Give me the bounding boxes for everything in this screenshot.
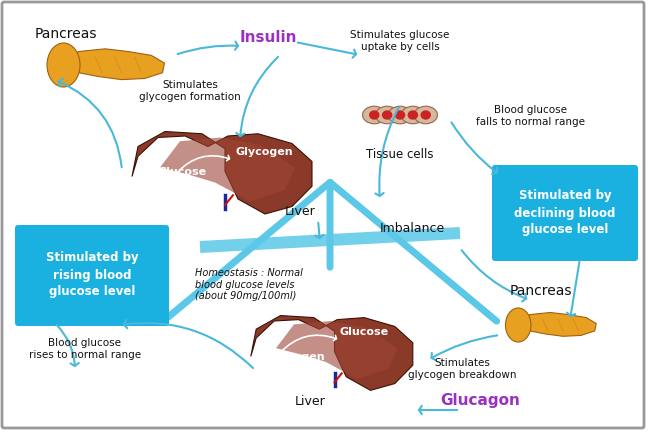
Text: Tissue cells: Tissue cells [366,148,434,161]
Text: Glycogen: Glycogen [235,147,293,157]
Text: Stimulated by
rising blood
glucose level: Stimulated by rising blood glucose level [46,251,138,299]
Ellipse shape [395,110,405,120]
Polygon shape [251,315,413,391]
Text: Glucose: Glucose [158,167,207,177]
Ellipse shape [505,308,531,342]
Ellipse shape [421,110,431,120]
Ellipse shape [363,106,386,124]
Text: Stimulated by
declining blood
glucose level: Stimulated by declining blood glucose le… [515,190,616,236]
Text: Homeostasis : Normal
blood glucose levels
(about 90mg/100ml): Homeostasis : Normal blood glucose level… [195,268,303,301]
Ellipse shape [369,110,380,120]
Text: Stimulates
glycogen breakdown: Stimulates glycogen breakdown [408,358,516,380]
Text: Glycogen: Glycogen [268,352,326,362]
Text: Glucagon: Glucagon [440,393,520,408]
Text: Insulin: Insulin [239,30,297,45]
Text: Pancreas: Pancreas [35,27,97,41]
Ellipse shape [408,110,418,120]
Ellipse shape [382,110,393,120]
Ellipse shape [401,106,424,124]
Polygon shape [65,49,165,79]
Polygon shape [132,131,312,214]
Ellipse shape [414,106,437,124]
FancyBboxPatch shape [2,2,644,428]
Polygon shape [200,227,460,253]
FancyBboxPatch shape [492,165,638,261]
Polygon shape [276,321,397,379]
Text: Stimulates glucose
uptake by cells: Stimulates glucose uptake by cells [351,30,450,51]
Ellipse shape [375,106,399,124]
Text: Glucose: Glucose [340,327,389,337]
Text: Pancreas: Pancreas [510,284,572,298]
Text: Imbalance: Imbalance [380,222,445,235]
Ellipse shape [388,106,411,124]
Polygon shape [160,137,295,201]
FancyBboxPatch shape [15,225,169,326]
Polygon shape [520,312,596,336]
Ellipse shape [47,43,80,87]
Text: Liver: Liver [295,395,326,408]
Text: Liver: Liver [285,205,316,218]
Text: Blood glucose
rises to normal range: Blood glucose rises to normal range [29,338,141,359]
Text: Stimulates
glycogen formation: Stimulates glycogen formation [139,80,241,102]
Text: Blood glucose
falls to normal range: Blood glucose falls to normal range [476,105,584,127]
